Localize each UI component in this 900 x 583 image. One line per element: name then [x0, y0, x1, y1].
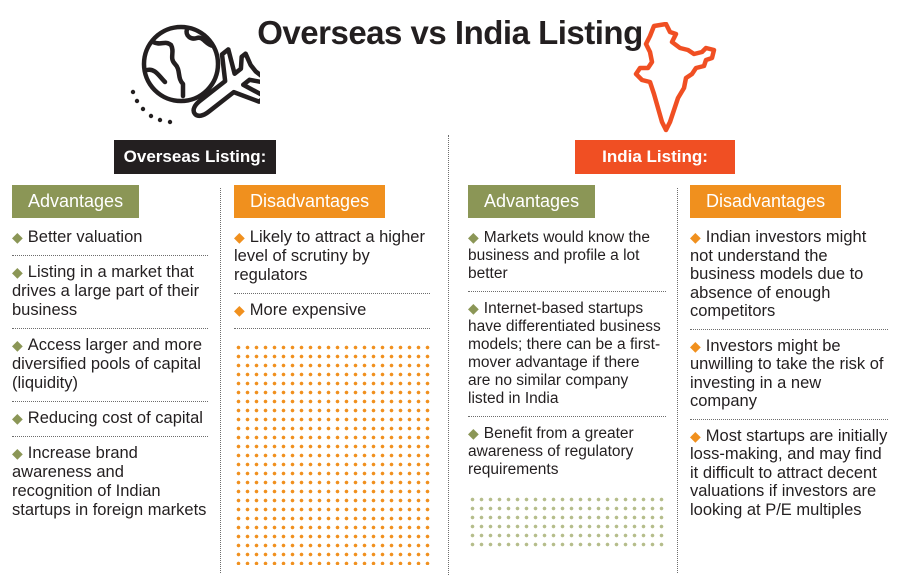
list-item: ◆ Internet-based startups have differenti…	[468, 292, 666, 417]
india-map-icon	[633, 22, 717, 133]
overseas-advantages-column: Advantages ◆ Better valuation ◆ Listing in…	[12, 185, 208, 528]
list-item: ◆ Reducing cost of capital	[12, 402, 208, 437]
india-advantages-heading: Advantages	[468, 185, 596, 218]
dot-pattern	[468, 495, 666, 549]
india-advantages-column: Advantages ◆ Markets would know the busin…	[468, 185, 666, 549]
diamond-bullet-icon: ◆	[12, 337, 23, 353]
list-item: ◆ Markets would know the business and pro…	[468, 221, 666, 292]
india-column-divider	[677, 188, 678, 573]
list-item: ◆ Listing in a market that drives a large…	[12, 256, 208, 329]
overseas-listing-label: Overseas Listing:	[114, 140, 276, 174]
list-item: ◆ Benefit from a greater awareness of reg…	[468, 425, 634, 478]
list-item: ◆ Likely to attract a higher level of scr…	[234, 221, 430, 294]
diamond-bullet-icon: ◆	[690, 337, 701, 354]
diamond-bullet-icon: ◆	[12, 264, 23, 280]
diamond-bullet-icon: ◆	[12, 445, 23, 461]
overseas-disadvantages-column: Disadvantages ◆ Likely to attract a highe…	[234, 185, 430, 565]
list-item: ◆ Investors might be unwilling to take th…	[690, 330, 888, 420]
diamond-bullet-icon: ◆	[234, 302, 245, 318]
diamond-bullet-icon: ◆	[468, 229, 479, 245]
dot-pattern	[234, 343, 430, 565]
overseas-disadvantages-heading: Disadvantages	[234, 185, 386, 218]
list-item: ◆ Indian investors might not understand t…	[690, 221, 888, 330]
india-listing-label: India Listing:	[575, 140, 735, 174]
overseas-advantages-heading: Advantages	[12, 185, 140, 218]
diamond-bullet-icon: ◆	[468, 425, 479, 441]
center-divider	[448, 135, 449, 575]
diamond-bullet-icon: ◆	[12, 229, 23, 245]
diamond-bullet-icon: ◆	[690, 229, 701, 245]
diamond-bullet-icon: ◆	[690, 427, 701, 444]
diamond-bullet-icon: ◆	[468, 300, 479, 316]
india-disadvantages-column: Disadvantages ◆ Indian investors might no…	[690, 185, 888, 527]
list-item: ◆ Most startups are initially loss-making…	[690, 426, 888, 519]
list-item: ◆ More expensive	[234, 294, 430, 329]
list-item: ◆ Better valuation	[12, 221, 208, 256]
india-disadvantages-heading: Disadvantages	[690, 185, 842, 218]
list-item: ◆ Increase brand awareness and recognitio…	[12, 444, 207, 519]
diamond-bullet-icon: ◆	[234, 229, 245, 245]
diamond-bullet-icon: ◆	[12, 410, 23, 426]
globe-plane-icon	[130, 24, 260, 125]
page-title: Overseas vs India Listing	[257, 14, 643, 51]
overseas-column-divider	[220, 188, 221, 573]
list-item: ◆ Access larger and more diversified pool…	[12, 329, 208, 402]
